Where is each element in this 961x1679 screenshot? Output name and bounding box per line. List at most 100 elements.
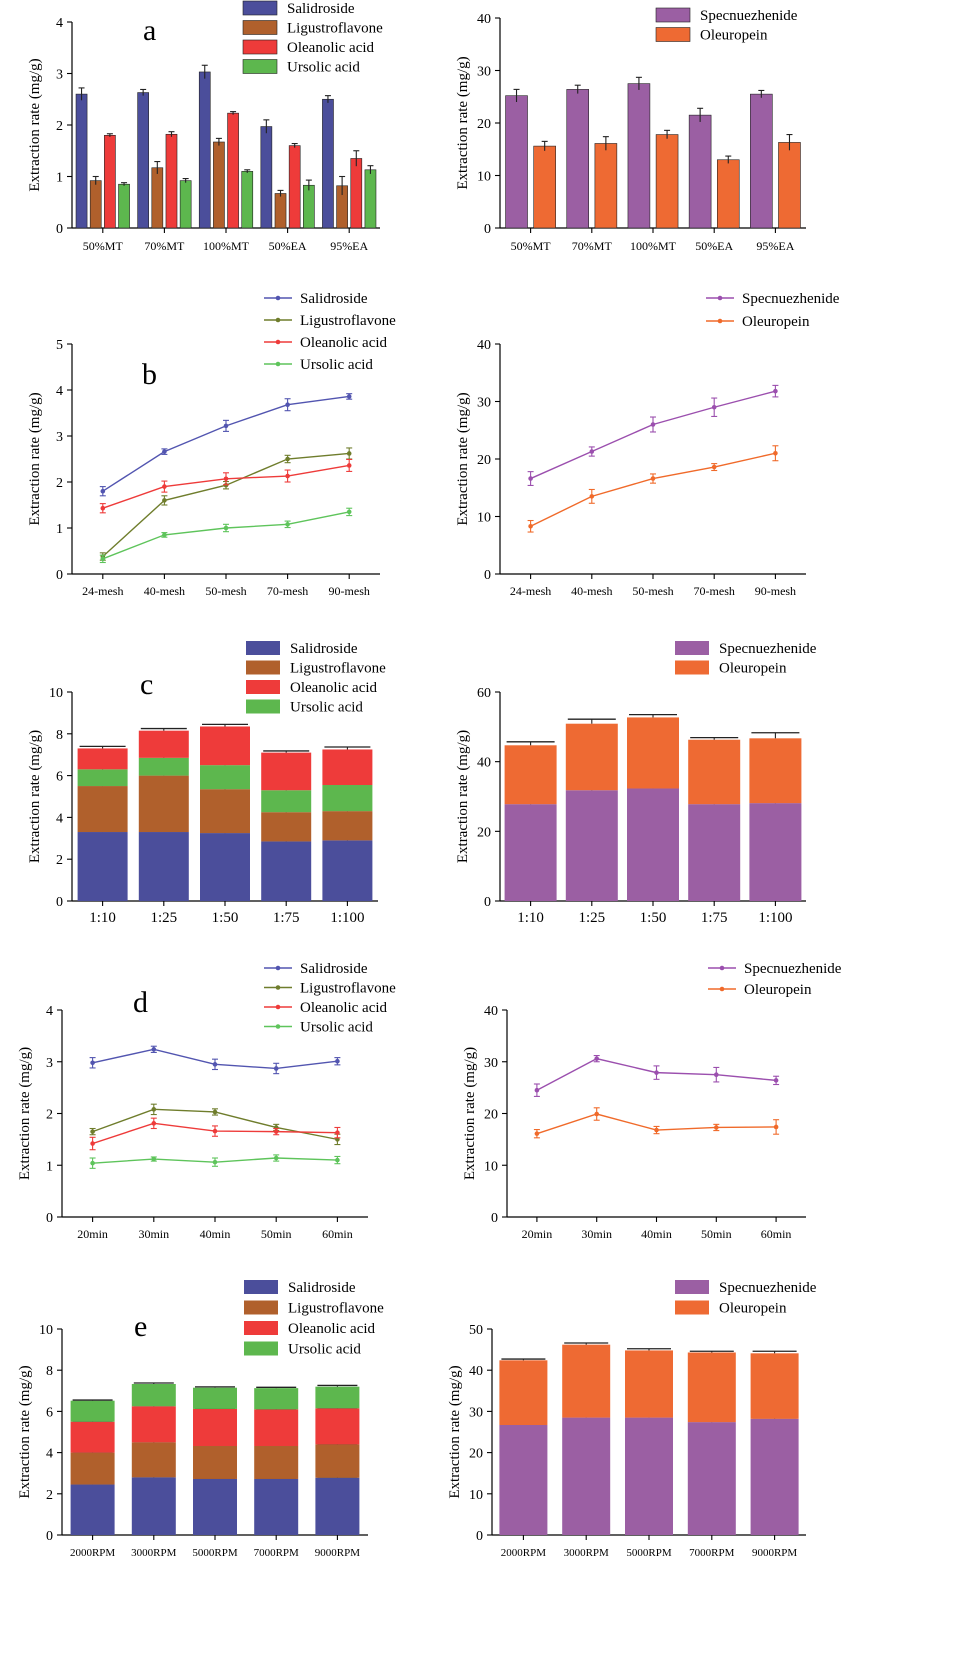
y-axis-title: Extraction rate (mg/g) xyxy=(455,56,471,189)
point xyxy=(273,1129,279,1134)
chart-b-left: 0 1 2 3 4 5 Extraction rate (mg/g) 24-mesh 40-me… xyxy=(27,291,396,598)
y-tick-label: 20 xyxy=(477,453,491,468)
legend: Specnuezhenide Oleuropein xyxy=(675,1280,817,1317)
point xyxy=(650,476,656,481)
y-tick-label: 0 xyxy=(484,895,491,910)
legend: Salidroside Ligustroflavone Oleanolic acid… xyxy=(246,641,386,716)
point xyxy=(100,488,106,494)
point xyxy=(335,1157,340,1163)
y-tick-label: 6 xyxy=(56,770,63,785)
legend-label: Salidroside xyxy=(287,1,355,17)
panel-label: e xyxy=(134,1310,147,1343)
point xyxy=(711,464,717,470)
point xyxy=(162,449,167,454)
point xyxy=(90,1160,95,1166)
legend-label: Specnuezhenide xyxy=(700,8,798,24)
legend-marker xyxy=(717,318,723,324)
bar-segment-salidroside xyxy=(315,1477,360,1535)
y-tick-label: 2 xyxy=(56,119,63,134)
x-tick-label: 20min xyxy=(522,1227,553,1241)
bar-ursolic-acid xyxy=(303,184,315,229)
legend-swatch xyxy=(244,1280,278,1294)
point xyxy=(534,1087,540,1093)
legend-swatch xyxy=(675,1300,709,1315)
legend-marker xyxy=(275,985,281,990)
bar-segment-ligustroflavone xyxy=(254,1446,299,1479)
legend-label: Oleuropein xyxy=(700,28,768,44)
point xyxy=(346,451,352,456)
chart-c-right: 0 20 40 60 Extraction rate (mg/g) 1:10 1:25 1:5… xyxy=(455,641,817,926)
y-tick-label: 4 xyxy=(56,16,63,31)
x-tick-label: 70%MT xyxy=(144,239,185,253)
bar-segment-oleuropein xyxy=(750,1353,799,1419)
point xyxy=(100,505,106,511)
y-tick-label: 40 xyxy=(477,756,491,771)
legend-swatch xyxy=(242,0,278,16)
y-tick-label: 2 xyxy=(46,1488,53,1503)
x-tick-label: 2000RPM xyxy=(70,1547,115,1559)
point xyxy=(346,463,352,468)
x-tick-label: 70-mesh xyxy=(694,584,735,598)
panel-label: c xyxy=(140,668,153,701)
line-specnuezhenide xyxy=(530,390,776,480)
bar-oleuropein xyxy=(594,143,618,229)
legend-marker xyxy=(275,317,281,323)
bar-segment-ursolic-acid xyxy=(254,1388,299,1410)
legend-label: Oleuropein xyxy=(744,982,812,998)
x-tick-label: 1:50 xyxy=(640,910,667,926)
y-tick-label: 50 xyxy=(469,1323,483,1338)
point xyxy=(589,449,595,454)
bar-specnuezhenide xyxy=(566,89,590,229)
x-tick-label: 1:10 xyxy=(89,910,116,926)
x-tick-label: 1:75 xyxy=(273,910,300,926)
legend-label: Oleuropein xyxy=(719,1301,787,1317)
bar-segment-oleanolic-acid xyxy=(131,1406,176,1443)
bar-segment-ursolic-acid xyxy=(70,1400,115,1422)
point xyxy=(346,509,352,515)
bar-segment-specnuezhenide xyxy=(688,804,741,901)
bar-segment-oleanolic-acid xyxy=(193,1408,237,1447)
legend-label: Oleanolic acid xyxy=(287,40,375,56)
bar-segment-ursolic-acid xyxy=(77,769,128,787)
legend-label: Specnuezhenide xyxy=(719,641,817,657)
bar-segment-oleanolic-acid xyxy=(70,1421,115,1453)
bar-oleanolic-acid xyxy=(288,145,301,229)
point xyxy=(773,1124,779,1130)
bar-segment-ursolic-acid xyxy=(200,765,250,790)
y-axis-title: Extraction rate (mg/g) xyxy=(455,730,471,863)
bar-oleuropein xyxy=(716,159,740,229)
bar-segment-ursolic-acid xyxy=(315,1386,360,1409)
x-tick-label: 9000RPM xyxy=(752,1547,797,1559)
point xyxy=(285,522,290,527)
legend-marker xyxy=(719,986,725,992)
line-ursolic-acid xyxy=(102,511,350,560)
y-tick-label: 1 xyxy=(56,522,63,537)
x-tick-label: 9000RPM xyxy=(315,1547,360,1559)
bar-segment-salidroside xyxy=(261,841,312,901)
x-tick-label: 1:75 xyxy=(701,910,728,926)
y-tick-label: 4 xyxy=(56,811,63,826)
bar-segment-salidroside xyxy=(131,1477,176,1535)
y-tick-label: 5 xyxy=(56,338,63,353)
point xyxy=(594,1056,599,1061)
bar-segment-salidroside xyxy=(254,1478,299,1535)
legend-swatch xyxy=(244,1300,278,1315)
bar-segment-specnuezhenide xyxy=(627,788,679,901)
y-axis-title: Extraction rate (mg/g) xyxy=(447,1365,463,1498)
x-tick-label: 7000RPM xyxy=(689,1547,734,1559)
bar-segment-ursolic-acid xyxy=(261,790,312,813)
bar-specnuezhenide xyxy=(688,114,712,229)
legend-label: Ursolic acid xyxy=(300,357,373,373)
x-tick-label: 95%EA xyxy=(756,239,794,253)
bar-specnuezhenide xyxy=(750,93,773,229)
bar-segment-specnuezhenide xyxy=(565,790,618,901)
point xyxy=(212,1159,218,1165)
legend-label: Salidroside xyxy=(300,291,368,307)
bar-segment-oleanolic-acid xyxy=(322,749,373,786)
bar-ligustroflavone xyxy=(89,180,102,229)
legend-label: Oleuropein xyxy=(742,314,810,330)
bar-ursolic-acid xyxy=(364,169,377,229)
y-axis-title: Extraction rate (mg/g) xyxy=(455,392,471,525)
x-tick-label: 30min xyxy=(581,1227,612,1241)
point xyxy=(346,394,352,399)
